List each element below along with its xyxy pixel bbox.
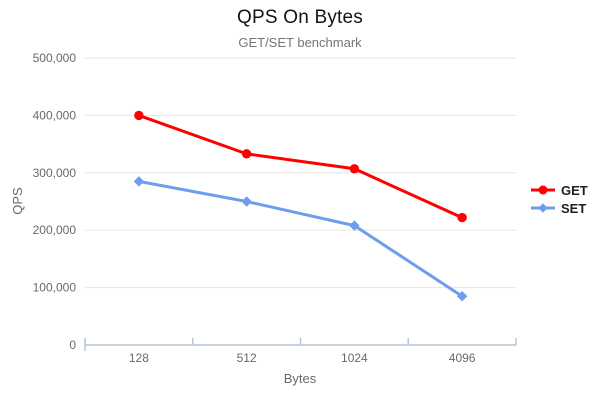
get-data-point [241,149,252,159]
set-data-point [349,220,360,231]
legend-item-set[interactable]: SET [530,199,588,217]
x-category-label: 128 [129,351,149,365]
legend-marker [538,185,548,195]
chart-title: QPS On Bytes [237,7,363,28]
y-tick-label: 400,000 [33,108,77,122]
chart-subtitle: GET/SET benchmark [238,35,362,50]
y-tick-label: 0 [69,338,76,352]
set-series-marker-icon [531,203,555,213]
get-series-line [137,113,464,220]
get-series-marker-icon [531,185,555,195]
set-series-line [137,179,464,298]
set-data-point [456,291,468,302]
set-data-point [133,176,145,187]
legend-item-get[interactable]: GET [530,181,588,199]
x-category-label: 512 [237,351,257,365]
legend: GET SET [530,181,588,217]
x-category-label: 4096 [449,351,476,365]
legend-label-get: GET [561,182,588,198]
set-data-point [241,196,252,207]
y-tick-label: 300,000 [33,166,77,180]
legend-marker [538,203,548,213]
y-axis-title: QPS [10,187,25,215]
x-category-label: 1024 [341,351,368,365]
y-tick-label: 500,000 [33,51,77,65]
legend-label-set: SET [561,200,587,216]
y-tick-label: 100,000 [33,281,77,295]
get-data-point [349,164,360,174]
x-axis-title: Bytes [284,371,317,386]
y-tick-label: 200,000 [33,223,77,237]
axis-layer: 0 100,000 200,000 300,000 400,000 500,000 128 5… [33,51,517,365]
series-layer [133,110,468,302]
get-data-point [134,110,144,121]
grid-layer [85,57,516,289]
get-data-point [457,212,467,223]
